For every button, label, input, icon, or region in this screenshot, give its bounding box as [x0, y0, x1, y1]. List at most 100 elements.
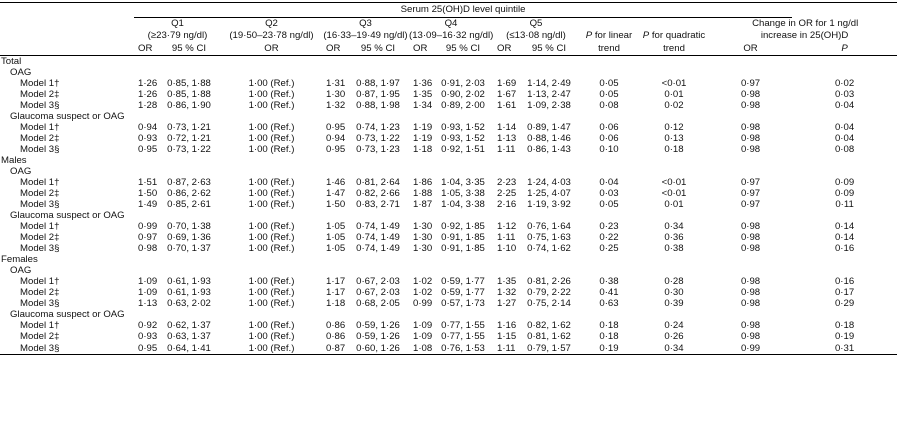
- q5-header: Q5: [529, 18, 543, 29]
- q5-ci-cell: 0·74, 1·62: [527, 243, 571, 254]
- p-quad-cell: 0·13: [664, 133, 684, 144]
- q1-ci-cell: 0·61, 1·93: [167, 287, 211, 298]
- p-linear-header-1: P for linear: [579, 30, 639, 42]
- q5-or-cell: 1·11: [493, 342, 519, 355]
- q3-ci-cell: 0·74, 1·49: [356, 243, 400, 254]
- table-row: Model 3§ 0·95 0·64, 1·41 1·00 (Ref.) 0·87 0·6…: [0, 342, 897, 355]
- q3-or-cell: 1·17: [326, 287, 346, 298]
- q1-ci-cell: 0·61, 1·93: [167, 276, 211, 287]
- q4-or-cell: 1·30: [413, 243, 433, 254]
- change-header-line2: increase in 25(OH)D: [760, 30, 849, 41]
- quintile-group-header: Serum 25(OH)D level quintile: [134, 2, 793, 18]
- change-or-cell: 0·98: [740, 133, 761, 144]
- change-p-cell: 0·16: [834, 276, 855, 287]
- p-quad-cell: 0·34: [664, 221, 684, 232]
- change-p-cell: 0·09: [834, 188, 855, 199]
- q2-range: (19·50–23·78 ng/dl): [229, 30, 314, 41]
- p-linear-cell: 0·41: [599, 287, 619, 298]
- q3-ci-cell: 0·88, 1·98: [356, 100, 400, 111]
- q3-or-cell: 1·50: [326, 199, 346, 210]
- q4-or-cell: 1·18: [413, 144, 433, 155]
- q1-or-cell: 0·98: [138, 243, 158, 254]
- model-label: Model 1†: [20, 221, 60, 232]
- q5-or-cell: 1·11: [497, 232, 516, 243]
- table-row: Model 1† 1·26 0·85, 1·88 1·00 (Ref.) 1·31 0·8…: [0, 78, 897, 89]
- q3-or-cell: 1·17: [326, 276, 346, 287]
- q3-ci-cell: 0·87, 1·95: [356, 89, 400, 100]
- p-linear-cell: 0·10: [599, 144, 619, 155]
- q5-ci-cell: 0·75, 1·63: [527, 232, 571, 243]
- table-row: Model 1† 0·99 0·70, 1·38 1·00 (Ref.) 1·05 0·7…: [0, 221, 897, 232]
- q4-or-cell: 1·19: [413, 122, 433, 133]
- q5-or-cell: 1·15: [497, 331, 517, 342]
- q5-or-cell: 1·14: [497, 122, 517, 133]
- q1-or-cell: 1·26: [138, 89, 158, 100]
- q2-or-cell: 1·00 (Ref.): [248, 298, 295, 309]
- q4-ci-cell: 0·77, 1·55: [441, 331, 485, 342]
- change-or-cell: 0·98: [740, 243, 761, 254]
- q5-or-cell: 1·11: [497, 144, 516, 155]
- p-linear-cell: 0·05: [599, 78, 619, 89]
- q3-or-cell: 1·46: [326, 177, 346, 188]
- change-p-cell: 0·11: [835, 199, 854, 210]
- p-quad-line1: for quadratic: [651, 30, 706, 41]
- q1-or-cell: 0·93: [138, 133, 158, 144]
- q3-or-cell: 1·32: [326, 100, 346, 111]
- p-quad-p: P: [642, 30, 650, 41]
- q2-or-cell: 1·00 (Ref.): [248, 276, 295, 287]
- model-label: Model 1†: [20, 122, 60, 133]
- q4-ci-cell: 0·93, 1·52: [441, 122, 485, 133]
- q1-ci-cell: 0·62, 1·37: [167, 320, 211, 331]
- q5-or-cell: 1·67: [497, 89, 517, 100]
- q4-or-cell: 1·09: [413, 331, 433, 342]
- subgroup-label: OAG: [10, 166, 32, 177]
- q2-or-cell: 1·00 (Ref.): [248, 100, 295, 111]
- q3-or-cell: 0·95: [326, 144, 346, 155]
- q1-or-cell: 0·92: [138, 320, 158, 331]
- q1-range: (≥23·79 ng/dl): [147, 30, 208, 41]
- table-row: Model 3§ 1·13 0·63, 2·02 1·00 (Ref.) 1·18 0·6…: [0, 298, 897, 309]
- change-or-cell: 0·98: [740, 144, 761, 155]
- change-header-line1: Change in OR for 1 ng/dl: [752, 17, 859, 29]
- q2-or-cell: 1·00 (Ref.): [248, 177, 295, 188]
- q4-ci-cell: 1·04, 3·38: [441, 199, 485, 210]
- q4-ci-cell: 0·91, 1·85: [441, 232, 485, 243]
- model-label: Model 3§: [0, 342, 134, 355]
- q4-ci-cell: 0·59, 1·77: [441, 287, 485, 298]
- q2-or-cell: 1·00 (Ref.): [248, 331, 295, 342]
- q4-or-cell: 1·35: [413, 89, 433, 100]
- q2-or-cell: 1·00 (Ref.): [248, 320, 295, 331]
- q5-ci-cell: 0·79, 1·57: [519, 342, 579, 355]
- model-label: Model 3§: [20, 144, 60, 155]
- p-quad-cell: 0·18: [664, 144, 684, 155]
- change-or-cell: 0·98: [740, 298, 761, 309]
- q3-or-cell: 1·05: [326, 221, 346, 232]
- q1-or-cell: 0·94: [138, 122, 158, 133]
- q2-or-cell: 1·00 (Ref.): [248, 122, 295, 133]
- p-quad-line2: trend: [639, 42, 709, 56]
- q5-or-col: OR: [493, 42, 519, 56]
- q5-or-cell: 1·32: [497, 287, 517, 298]
- change-or-cell: 0·98: [740, 232, 761, 243]
- q5-or-cell: 1·10: [497, 243, 517, 254]
- p-linear-cell: 0·05: [599, 199, 619, 210]
- q2-or-cell: 1·00 (Ref.): [248, 287, 295, 298]
- q1-ci-cell: 0·85, 2·61: [167, 199, 211, 210]
- q5-or-cell: 1·35: [497, 276, 517, 287]
- q1-ci-cell: 0·85, 1·88: [167, 89, 211, 100]
- change-or-cell: 0·98: [740, 287, 761, 298]
- q3-or-cell: 0·86: [326, 320, 346, 331]
- subgroup-row: Glaucoma suspect or OAG: [0, 210, 897, 221]
- header-blank-right: [792, 2, 897, 18]
- q1-ci-cell: 0·73, 1·22: [167, 144, 211, 155]
- p-linear-cell: 0·19: [579, 342, 639, 355]
- q4-ci-cell: 0·77, 1·55: [441, 320, 485, 331]
- p-linear-cell: 0·08: [599, 100, 619, 111]
- p-quad-cell: <0·01: [661, 78, 687, 89]
- q1-ci-cell: 0·86, 1·90: [167, 100, 211, 111]
- change-p-cell: 0·29: [834, 298, 855, 309]
- q5-ci-cell: 1·19, 3·92: [527, 199, 571, 210]
- q3-ci-col: 95 % CI: [347, 42, 409, 56]
- q5-ci-cell: 1·14, 2·49: [527, 78, 571, 89]
- q3-range: (16·33–19·49 ng/dl): [323, 30, 408, 41]
